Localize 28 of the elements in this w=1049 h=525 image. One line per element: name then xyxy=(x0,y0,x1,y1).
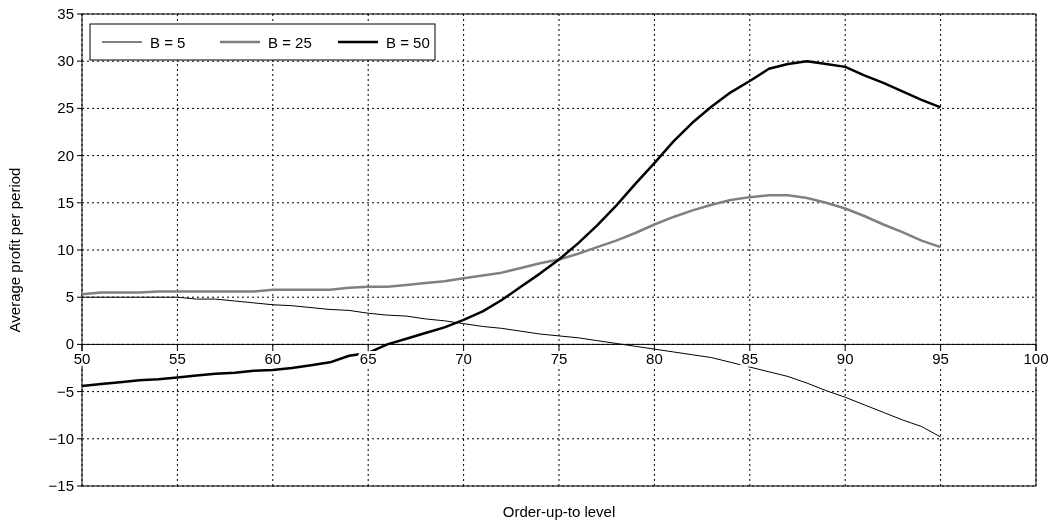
x-tick-label: 70 xyxy=(455,350,472,368)
y-tick-label: 25 xyxy=(57,99,74,117)
y-tick-label: −15 xyxy=(48,477,74,494)
x-tick-label: 95 xyxy=(932,350,949,368)
line-series xyxy=(80,194,942,296)
y-tick-label: 15 xyxy=(57,193,74,211)
x-tick-label: 80 xyxy=(646,350,663,368)
y-tick-label: 20 xyxy=(57,146,74,164)
y-tick-label: 0 xyxy=(65,335,74,353)
y-tick-label: 10 xyxy=(57,241,74,258)
x-tick-label: 100 xyxy=(1023,350,1049,368)
y-tick-label: −10 xyxy=(48,429,74,447)
y-tick-label: 5 xyxy=(65,288,74,306)
x-tick-label: 75 xyxy=(550,350,568,368)
x-tick-label: 85 xyxy=(741,350,759,368)
x-tick-label: 60 xyxy=(264,350,282,368)
x-tick-label: 90 xyxy=(836,350,854,368)
x-tick-label: 50 xyxy=(73,350,91,368)
y-axis-title: Average profit per period xyxy=(6,167,23,333)
x-tick-label: 55 xyxy=(169,350,186,368)
y-tick-label: 30 xyxy=(57,52,74,70)
x-axis-title: Order-up-to level xyxy=(502,503,616,520)
legend-label: B = 25 xyxy=(268,34,312,51)
legend-label: B = 5 xyxy=(150,34,186,51)
legend-label: B = 50 xyxy=(386,34,430,51)
x-tick-label: 65 xyxy=(359,350,377,368)
y-tick-label: 35 xyxy=(57,5,74,22)
y-tick-label: −5 xyxy=(56,382,74,400)
